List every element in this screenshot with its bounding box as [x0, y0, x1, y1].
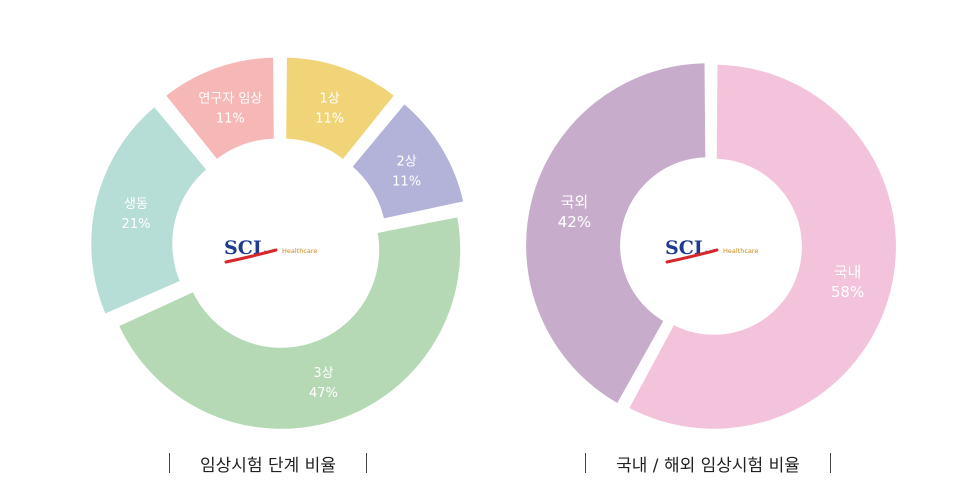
caption-divider-left	[169, 453, 171, 473]
chart1-donut: 1상 11% 2상 11% 3상 47% 생동 21% 연구자 임상 11% SCL Healthca…	[87, 53, 468, 433]
logo-subtext: Healthcare	[723, 247, 758, 255]
chart2-logo: SCL Healthcare	[665, 237, 758, 264]
slice-label-국외: 국외	[561, 193, 589, 211]
chart2-title: 국내 / 해외 임상시험 비율	[616, 455, 800, 476]
caption-divider-right	[365, 453, 367, 473]
slice-1상	[282, 53, 399, 164]
caption-divider-left	[585, 453, 587, 473]
slice-국외	[522, 59, 710, 408]
slice-2상	[347, 99, 468, 223]
caption-divider-right	[829, 453, 831, 473]
logo-swoosh-icon	[224, 248, 278, 264]
chart1-caption: 임상시험 단계 비율	[150, 449, 386, 477]
slice-label-1상: 1상	[320, 92, 340, 107]
slice-value-국외: 42%	[558, 213, 591, 231]
logo-swoosh-icon	[665, 248, 719, 264]
logo-brand: SCL	[665, 237, 707, 259]
slice-value-3상: 47%	[309, 386, 338, 401]
slice-value-국내: 58%	[831, 283, 864, 301]
slice-value-2상: 11%	[392, 174, 421, 189]
slice-label-생동: 생동	[124, 197, 148, 212]
slice-연구자 임상	[161, 53, 278, 164]
chart1-logo: SCL Healthcare	[224, 237, 317, 264]
slice-label-2상: 2상	[396, 154, 416, 169]
slice-생동	[87, 102, 211, 319]
slice-label-국내: 국내	[834, 263, 862, 281]
chart2-donut: 국내 58% 국외 42% SCL Healthcare	[522, 59, 900, 433]
chart2-caption: 국내 / 해외 임상시험 비율	[565, 449, 851, 477]
slice-value-생동: 21%	[122, 217, 151, 232]
slice-value-1상: 11%	[315, 112, 344, 127]
logo-subtext: Healthcare	[282, 247, 317, 255]
logo-brand: SCL	[224, 237, 266, 259]
slice-label-연구자 임상: 연구자 임상	[198, 92, 262, 107]
slice-국내	[624, 60, 900, 433]
slice-3상	[114, 213, 465, 433]
slice-label-3상: 3상	[313, 366, 333, 381]
chart1-title: 임상시험 단계 비율	[200, 455, 336, 476]
slice-value-연구자 임상: 11%	[216, 112, 245, 127]
